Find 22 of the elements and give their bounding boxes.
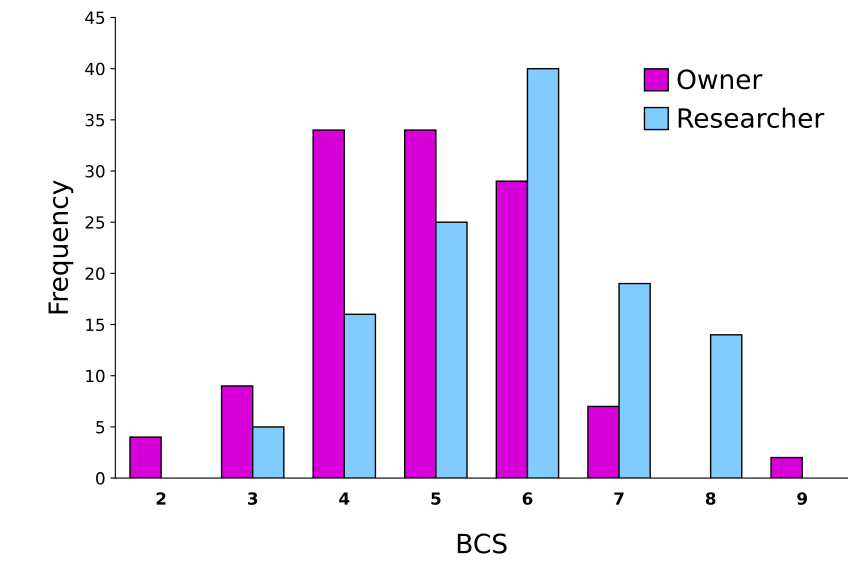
y-tick-label: 25	[86, 216, 104, 229]
x-tick-label: 6	[522, 492, 532, 505]
x-tick-label: 5	[431, 492, 441, 505]
x-tick-label: 4	[339, 492, 350, 505]
y-tick-label: 30	[86, 164, 104, 178]
y-tick-label: 40	[85, 62, 104, 76]
x-axis-title: BCS	[458, 534, 507, 554]
y-axis-title: Frequency	[48, 180, 74, 314]
x-tick-label: 8	[706, 492, 716, 505]
x-tick-label: 3	[248, 492, 258, 505]
x-tick-label: 2	[156, 492, 166, 505]
x-tick-label: 7	[614, 492, 624, 505]
legend-label: Owner	[678, 69, 762, 90]
y-tick-label: 15	[86, 318, 104, 332]
y-tick-label: 45	[85, 12, 104, 24]
y-tick-label: 35	[86, 114, 104, 126]
y-tick-label: 5	[96, 421, 104, 434]
y-tick-label: 10	[86, 370, 104, 382]
y-tick-label: 0	[96, 472, 104, 485]
legend-label: Researcher	[678, 108, 824, 128]
x-tick-label: 9	[797, 492, 807, 505]
y-tick-label: 20	[86, 267, 104, 280]
